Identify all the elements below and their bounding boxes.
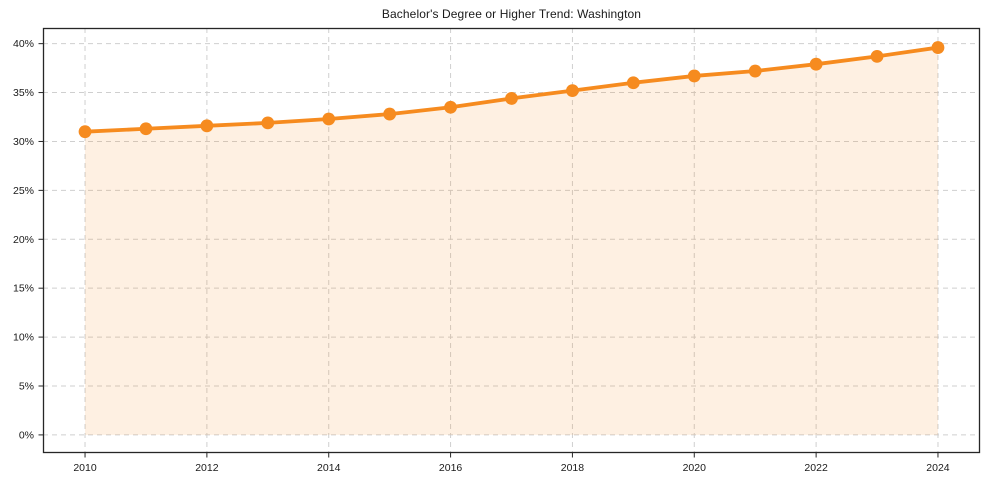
y-tick-label: 10%: [13, 332, 34, 344]
data-point-marker: [444, 100, 457, 114]
data-point-marker: [78, 125, 92, 139]
y-tick-label: 35%: [13, 87, 34, 99]
series-area-fill: [85, 47, 938, 435]
x-tick-label: 2020: [683, 462, 707, 474]
y-tick-label: 5%: [19, 380, 34, 392]
data-point-marker: [748, 64, 762, 78]
x-tick-label: 2016: [439, 462, 463, 474]
data-point-marker: [505, 92, 518, 105]
x-tick-label: 2012: [195, 462, 219, 474]
chart-title: Bachelor's Degree or Higher Trend: Washi…: [381, 7, 642, 21]
x-tick-label: 2024: [926, 462, 950, 474]
y-tick-label: 30%: [13, 136, 34, 148]
x-tick-label: 2010: [73, 462, 97, 474]
data-point-marker: [687, 69, 701, 83]
y-tick-label: 25%: [13, 185, 34, 197]
y-tick-label: 15%: [13, 283, 34, 295]
y-tick-label: 20%: [13, 234, 34, 246]
data-point-marker: [809, 57, 823, 71]
plot-border: [42, 27, 981, 454]
data-point-marker: [383, 107, 397, 121]
data-point-marker: [931, 41, 945, 54]
x-tick-label: 2022: [804, 462, 828, 474]
y-tick-label: 0%: [19, 429, 34, 441]
y-tick-label: 40%: [13, 38, 34, 50]
data-point-marker: [261, 116, 275, 130]
data-point-marker: [870, 49, 884, 63]
x-tick-label: 2014: [317, 462, 341, 474]
data-point-marker: [200, 119, 214, 133]
data-point-marker: [626, 76, 640, 90]
data-point-marker: [566, 84, 579, 98]
data-point-marker: [322, 112, 336, 126]
x-tick-label: 2018: [561, 462, 585, 474]
data-point-marker: [139, 122, 153, 136]
